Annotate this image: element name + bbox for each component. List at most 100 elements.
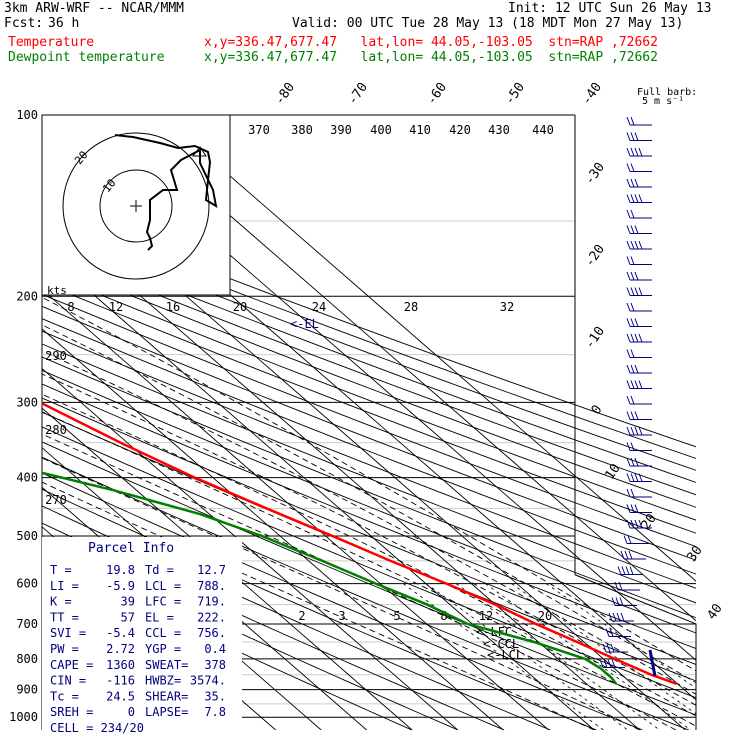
theta-e-label: 410 xyxy=(409,123,431,137)
moist-adiabat-line xyxy=(42,324,696,684)
wind-barb-flag xyxy=(619,597,624,606)
wind-barb-flag xyxy=(630,256,635,265)
pressure-tick-label: 800 xyxy=(16,652,38,666)
theta-e-label: 390 xyxy=(330,123,352,137)
wind-barb-flag xyxy=(626,256,631,265)
dry-adiabat-line xyxy=(42,281,696,534)
parcel-param-value: -5.9 xyxy=(106,579,135,593)
wind-barb-flag xyxy=(630,116,635,126)
isotherm-label: -50 xyxy=(502,80,528,108)
parcel-param-name: SVI = xyxy=(50,626,86,640)
wind-barb-flag xyxy=(616,612,621,622)
wind-barb-flag xyxy=(634,271,639,281)
wind-barb-flag xyxy=(638,287,643,296)
wind-barb-flag xyxy=(626,240,631,250)
parcel-param-name: EL = xyxy=(145,610,174,624)
wind-barb-flag xyxy=(638,194,643,203)
moist-adiabat-line xyxy=(42,411,696,727)
parcel-param-value: 57 xyxy=(121,610,135,624)
dry-adiabat-line xyxy=(42,343,696,604)
speed-scale-label: 28 xyxy=(404,300,418,314)
wind-barb-flag xyxy=(626,287,631,296)
wind-barb-flag xyxy=(630,364,635,374)
isotherm-label: -40 xyxy=(579,80,605,108)
isotherm-line xyxy=(42,407,413,730)
wind-barb-flag xyxy=(599,659,604,668)
wind-barb-flag xyxy=(630,380,635,389)
wind-barb-flag xyxy=(630,395,635,405)
wind-barb-flag xyxy=(630,287,635,296)
wind-barb-flag xyxy=(620,612,625,622)
wind-barb-flag xyxy=(634,457,639,467)
dry-adiabat-label: 270 xyxy=(45,493,67,507)
barb-legend-value: 5 m s⁻¹ xyxy=(642,96,684,107)
wind-barb-flag xyxy=(626,225,631,234)
mixing-ratio-label: 8 xyxy=(440,609,447,623)
theta-e-label: 380 xyxy=(291,123,313,137)
parcel-param-value: 1360 xyxy=(106,658,135,672)
parcel-param-value: 788. xyxy=(197,579,226,593)
wind-barb-flag xyxy=(618,581,623,591)
isotherm-label: 30 xyxy=(684,543,705,564)
speed-scale-label: 16 xyxy=(166,300,180,314)
hodograph-ring xyxy=(99,169,173,243)
wind-barb-flag xyxy=(634,132,639,141)
speed-scale-label: 12 xyxy=(109,300,123,314)
wind-barb-flag xyxy=(634,364,639,374)
temperature-series-line xyxy=(42,401,678,685)
parcel-param-value: -5.4 xyxy=(106,626,135,640)
theta-e-label: 420 xyxy=(449,123,471,137)
wind-barbs xyxy=(599,116,657,677)
dry-adiabat-line xyxy=(42,305,696,561)
wind-barb-flag xyxy=(638,147,643,157)
wind-barb-flag xyxy=(630,194,635,203)
pressure-tick-label: 200 xyxy=(16,289,38,303)
ccl-marker: <-CCL xyxy=(483,637,519,651)
wind-barb-flag xyxy=(630,225,635,234)
wind-barb-flag xyxy=(630,318,635,327)
wind-barb-flag xyxy=(638,333,643,343)
wind-barb-flag xyxy=(626,411,631,420)
wind-barb-low xyxy=(648,649,657,677)
parcel-param-name: TT = xyxy=(50,610,79,624)
dry-adiabat-line xyxy=(42,259,696,508)
wind-barb-flag xyxy=(630,442,635,451)
model-title: 3km ARW-WRF -- NCAR/MMM xyxy=(4,1,185,16)
wind-barb-flag xyxy=(626,457,631,467)
parcel-cell-motion: CELL = 234/20 xyxy=(50,721,144,735)
parcel-param-value: 756. xyxy=(197,626,226,640)
temperature-location: x,y=336.47,677.47 lat,lon= 44.05,-103.05… xyxy=(204,35,658,50)
speed-scale-label: 32 xyxy=(500,300,514,314)
isotherm-line xyxy=(42,288,549,730)
background-lines xyxy=(42,115,696,730)
isotherm-label: -80 xyxy=(272,80,298,108)
wind-barb-flag xyxy=(634,225,639,234)
isotherm-label: -30 xyxy=(582,160,608,188)
speed-scale-label: 8 xyxy=(67,300,74,314)
wind-barb-flag xyxy=(638,426,643,436)
speed-scale-label: 20 xyxy=(233,300,247,314)
dry-adiabat-line xyxy=(42,456,689,730)
dewpoint-series-line xyxy=(42,471,618,685)
wind-barb-flag xyxy=(638,240,643,250)
dry-adiabat-line xyxy=(42,330,696,589)
wind-barb-flag xyxy=(611,659,616,668)
wind-barb-flag xyxy=(626,209,631,219)
wind-barb-flag xyxy=(634,194,639,203)
wind-barb-flag xyxy=(610,643,615,653)
wind-barb-flag xyxy=(602,643,607,653)
clipped-series xyxy=(42,401,678,685)
wind-barb-flag xyxy=(626,395,631,405)
hodograph-trace xyxy=(114,134,218,251)
isotherm-line xyxy=(42,328,504,730)
wind-barb-flag xyxy=(630,302,635,312)
wind-barb-flag xyxy=(611,597,616,606)
parcel-param-name: CAPE = xyxy=(50,658,93,672)
wind-barb-flag xyxy=(615,597,620,606)
wind-barb-flag xyxy=(638,519,643,529)
moist-adiabat-line xyxy=(42,481,595,730)
parcel-param-value: 24.5 xyxy=(106,689,135,703)
wind-barb-flag xyxy=(630,488,635,498)
parcel-param-name: LI = xyxy=(50,579,79,593)
